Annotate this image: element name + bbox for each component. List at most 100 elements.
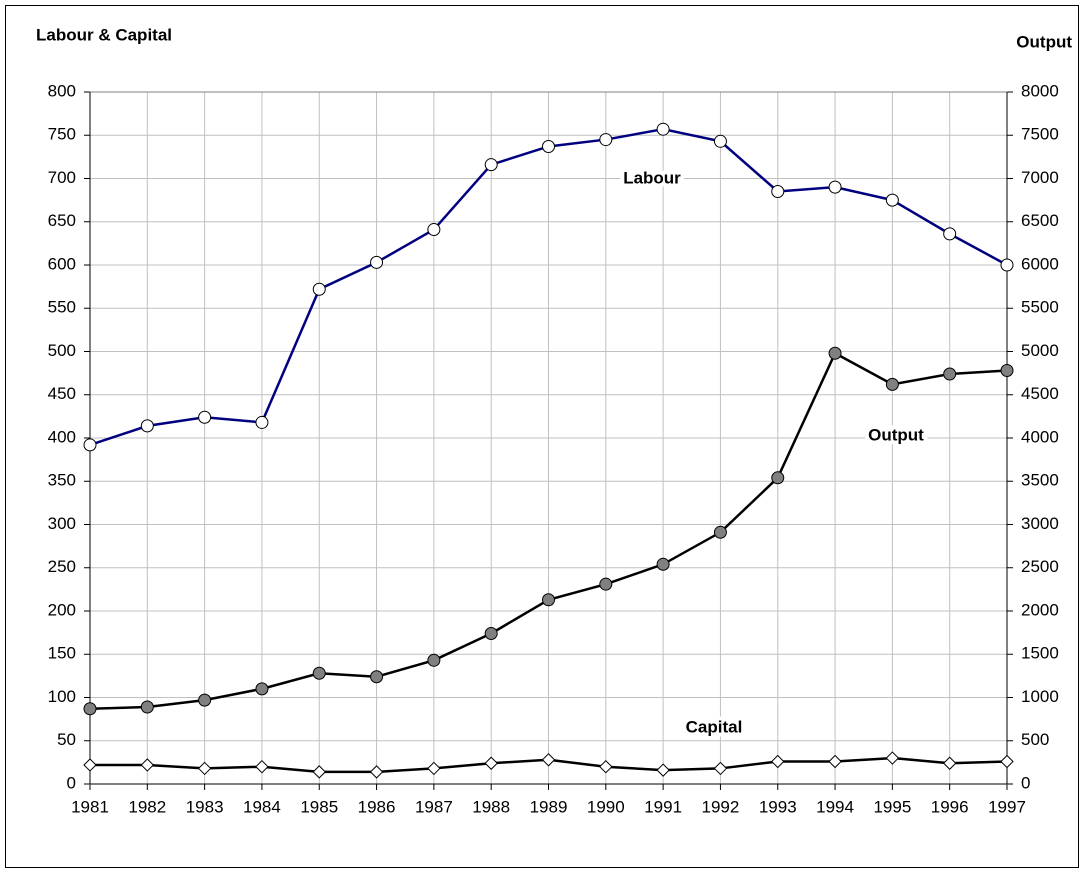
y-tick-label: 0 <box>67 773 76 792</box>
y-axis-title: Labour & Capital <box>36 25 172 44</box>
y-tick-label: 550 <box>48 298 76 317</box>
x-tick-label: 1990 <box>587 797 625 816</box>
marker <box>1000 258 1014 272</box>
y2-tick-label: 2000 <box>1021 600 1059 619</box>
y-tick-label: 250 <box>48 557 76 576</box>
marker <box>599 133 613 147</box>
marker <box>198 410 212 424</box>
y2-axis-title: Output <box>1016 32 1072 51</box>
marker <box>542 139 555 153</box>
marker <box>427 761 441 776</box>
y2-tick-label: 3500 <box>1021 471 1059 490</box>
y-tick-label: 350 <box>48 471 76 490</box>
y2-tick-label: 1000 <box>1021 687 1059 706</box>
marker <box>828 754 842 769</box>
y-tick-label: 450 <box>48 384 76 403</box>
marker <box>369 765 384 779</box>
marker <box>771 184 785 198</box>
marker <box>427 223 441 237</box>
series-label: Output <box>868 425 924 444</box>
x-tick-label: 1986 <box>358 797 396 816</box>
y2-tick-label: 2500 <box>1021 557 1059 576</box>
marker <box>885 377 899 391</box>
marker <box>1000 364 1014 378</box>
marker <box>484 626 498 640</box>
marker <box>140 758 155 772</box>
marker <box>599 759 613 774</box>
x-tick-label: 1994 <box>816 797 854 816</box>
marker <box>255 682 269 696</box>
marker <box>370 670 384 684</box>
x-tick-label: 1985 <box>300 797 338 816</box>
x-tick-label: 1989 <box>530 797 568 816</box>
y-tick-label: 650 <box>48 211 76 230</box>
x-tick-label: 1995 <box>873 797 911 816</box>
marker <box>943 227 957 241</box>
y2-tick-label: 4000 <box>1021 427 1059 446</box>
marker <box>542 593 555 607</box>
series-label: Capital <box>686 717 743 736</box>
marker <box>198 693 212 707</box>
x-tick-label: 1992 <box>702 797 740 816</box>
y2-tick-label: 500 <box>1021 730 1049 749</box>
marker <box>771 754 785 769</box>
marker <box>140 700 154 714</box>
y2-tick-label: 5000 <box>1021 341 1059 360</box>
marker <box>713 761 728 776</box>
marker <box>255 415 269 429</box>
y-tick-label: 150 <box>48 644 76 663</box>
marker <box>140 419 154 433</box>
marker <box>599 577 613 591</box>
marker <box>885 751 900 765</box>
marker <box>943 367 957 381</box>
marker <box>83 758 97 772</box>
x-tick-label: 1982 <box>128 797 166 816</box>
x-tick-label: 1981 <box>71 797 109 816</box>
y-tick-label: 200 <box>48 600 76 619</box>
marker <box>828 180 842 194</box>
marker <box>83 438 97 452</box>
x-tick-label: 1987 <box>415 797 453 816</box>
x-tick-label: 1991 <box>644 797 682 816</box>
y-tick-label: 300 <box>48 514 76 533</box>
series-label: Labour <box>623 168 681 187</box>
marker <box>484 756 498 770</box>
marker <box>656 763 670 777</box>
y2-tick-label: 7000 <box>1021 168 1059 187</box>
marker <box>713 134 727 148</box>
y2-tick-label: 0 <box>1021 773 1030 792</box>
x-tick-label: 1983 <box>186 797 224 816</box>
marker <box>312 666 326 680</box>
y-tick-label: 600 <box>48 254 76 273</box>
y-tick-label: 500 <box>48 341 76 360</box>
marker <box>713 525 727 539</box>
marker <box>656 122 670 136</box>
x-tick-label: 1993 <box>759 797 797 816</box>
y2-tick-label: 1500 <box>1021 644 1059 663</box>
y-tick-label: 50 <box>57 730 76 749</box>
y2-tick-label: 7500 <box>1021 125 1059 144</box>
marker <box>885 193 899 207</box>
marker <box>541 753 556 767</box>
marker <box>197 761 212 776</box>
marker <box>83 702 97 716</box>
y2-tick-label: 6500 <box>1021 211 1059 230</box>
x-tick-label: 1988 <box>472 797 510 816</box>
marker <box>942 756 957 770</box>
y-tick-label: 100 <box>48 687 76 706</box>
y-tick-label: 800 <box>48 81 76 100</box>
y-tick-label: 750 <box>48 125 76 144</box>
marker <box>427 653 441 667</box>
marker <box>771 471 785 485</box>
y2-tick-label: 5500 <box>1021 298 1059 317</box>
y-tick-label: 400 <box>48 427 76 446</box>
y-tick-label: 700 <box>48 168 76 187</box>
y2-tick-label: 6000 <box>1021 254 1059 273</box>
x-tick-label: 1984 <box>243 797 281 816</box>
marker <box>828 346 842 360</box>
marker <box>312 282 326 296</box>
x-tick-label: 1996 <box>931 797 969 816</box>
x-tick-label: 1997 <box>988 797 1026 816</box>
marker <box>370 255 384 269</box>
